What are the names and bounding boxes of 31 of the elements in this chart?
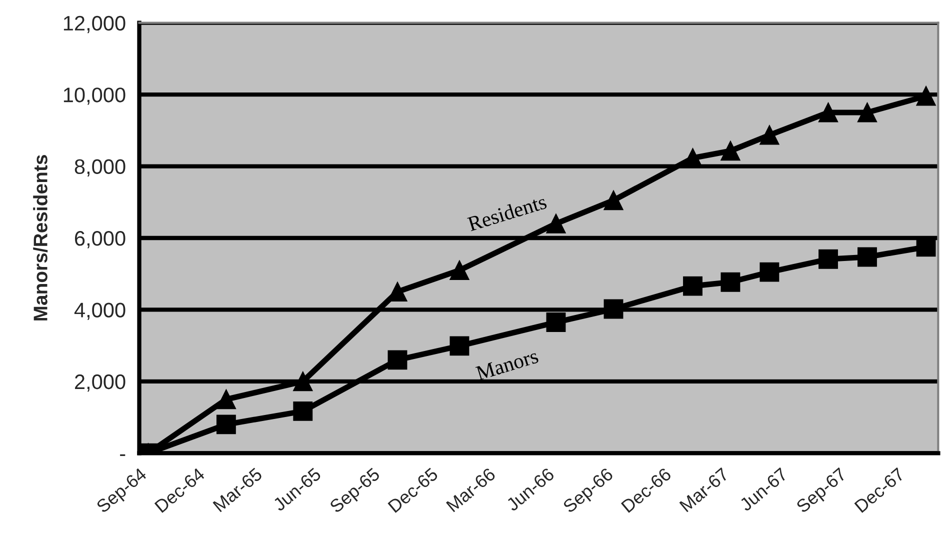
y-axis-title: Manors/Residents	[33, 155, 48, 320]
point	[604, 299, 624, 319]
point	[760, 125, 780, 145]
point	[293, 372, 313, 392]
y-tick-label: 10,000	[64, 88, 126, 105]
point	[858, 247, 877, 267]
y-tick-label: 8,000	[74, 159, 126, 176]
point	[818, 249, 838, 269]
point	[760, 262, 780, 282]
point	[720, 141, 740, 161]
text: Residents	[466, 194, 548, 232]
y-tick-label: -	[120, 454, 126, 456]
point	[293, 401, 313, 421]
point	[450, 260, 470, 280]
point	[683, 276, 702, 296]
point	[216, 390, 236, 410]
point	[450, 336, 470, 356]
text: Manors	[475, 349, 539, 380]
point	[546, 214, 566, 234]
y-tick-label: 4,000	[74, 302, 126, 320]
point	[216, 414, 236, 434]
point	[818, 102, 838, 122]
y-tick-label: 6,000	[75, 231, 126, 248]
point	[546, 312, 566, 332]
point	[858, 102, 877, 122]
point	[388, 350, 408, 370]
y-tick-label: 2,000	[74, 374, 126, 392]
point	[604, 190, 624, 210]
point	[916, 86, 936, 106]
y-tick-label: 12,000	[64, 16, 126, 34]
point	[720, 272, 740, 292]
